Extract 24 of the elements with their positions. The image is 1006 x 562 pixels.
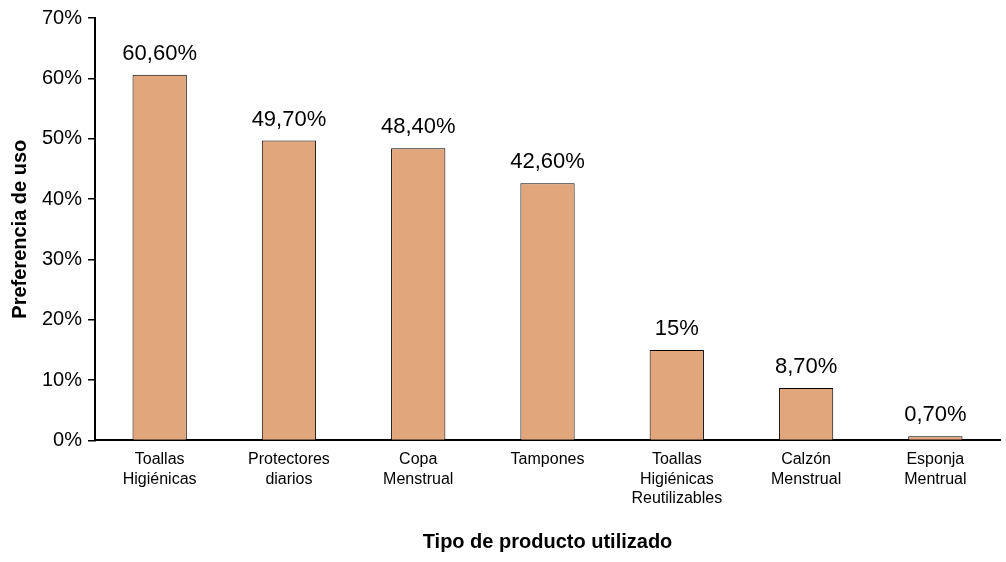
x-tick-label: Calzón Menstrual [770,450,842,487]
x-tick-label: Copa Menstrual [383,450,454,487]
x-tick-label: Toallas Higiénicas [122,450,197,487]
x-tick-label: Protectores diarios [248,450,330,487]
data-label: 42,60% [510,148,585,174]
y-axis-title: Preferencia de uso [7,139,30,319]
y-tick-label: 70% [42,5,83,28]
data-label: 49,70% [251,105,327,131]
y-tick-label: 0% [53,427,83,450]
y-tick-label: 20% [42,307,83,330]
x-axis-title: Tipo de producto utilizado [422,529,673,552]
data-label: 8,70% [774,352,838,378]
y-tick-label: 10% [42,367,83,390]
x-tick-label: Esponja Mentrual [904,450,967,487]
y-tick-label: 40% [42,186,83,209]
y-tick-label: 50% [42,126,83,149]
y-tick-label: 30% [42,246,83,269]
data-label: 60,60% [122,39,197,65]
y-tick-label: 60% [42,65,83,88]
data-label: 48,40% [380,113,456,139]
x-tick-label: Toallas Higiénicas Reutilizables [631,450,723,506]
data-label: 0,70% [904,401,967,427]
x-tick-label: Tampones [510,450,585,468]
data-label: 15% [654,314,699,340]
